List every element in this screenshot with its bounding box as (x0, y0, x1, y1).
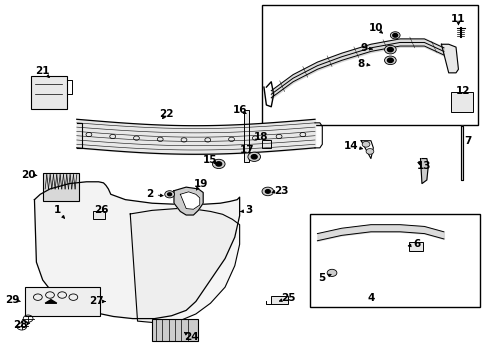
Text: 26: 26 (94, 205, 108, 215)
Text: 10: 10 (368, 23, 382, 33)
Polygon shape (45, 300, 57, 303)
Bar (271, 296, 287, 304)
Text: 28: 28 (14, 320, 28, 330)
Polygon shape (130, 208, 239, 323)
Text: 27: 27 (89, 296, 103, 306)
Text: 11: 11 (450, 14, 465, 24)
Text: 3: 3 (245, 205, 252, 215)
Bar (152, 319, 198, 341)
Circle shape (167, 193, 171, 196)
Text: 6: 6 (413, 239, 420, 249)
Text: 23: 23 (273, 186, 287, 196)
Text: 14: 14 (344, 141, 358, 151)
Text: 19: 19 (193, 179, 207, 189)
Text: 15: 15 (203, 156, 217, 165)
Circle shape (265, 190, 270, 193)
Circle shape (384, 45, 395, 54)
Bar (450, 93, 472, 112)
Text: 16: 16 (232, 105, 246, 115)
Circle shape (366, 149, 373, 154)
Circle shape (262, 187, 273, 196)
Bar (30, 76, 67, 109)
Bar (25, 287, 100, 316)
Text: 29: 29 (5, 295, 19, 305)
Bar (261, 140, 271, 148)
Text: 5: 5 (318, 273, 325, 283)
Circle shape (386, 58, 392, 63)
Bar (93, 211, 105, 219)
Text: 25: 25 (281, 293, 295, 303)
Circle shape (392, 33, 397, 37)
Circle shape (215, 162, 221, 166)
Bar (309, 214, 479, 307)
Polygon shape (34, 182, 239, 319)
Bar (243, 111, 249, 162)
Circle shape (389, 32, 399, 39)
Bar (42, 173, 79, 202)
Circle shape (164, 191, 174, 198)
Bar (408, 242, 423, 251)
Text: 4: 4 (366, 293, 374, 303)
Polygon shape (441, 44, 458, 73)
Text: 7: 7 (464, 136, 471, 146)
Circle shape (384, 56, 395, 64)
Circle shape (212, 159, 224, 168)
Circle shape (251, 155, 257, 159)
Text: 12: 12 (455, 86, 469, 96)
Text: 1: 1 (54, 205, 61, 215)
Circle shape (326, 269, 336, 276)
Circle shape (362, 141, 369, 147)
Circle shape (247, 152, 260, 161)
Text: 17: 17 (239, 145, 254, 155)
Polygon shape (180, 192, 200, 209)
Text: 18: 18 (254, 132, 268, 142)
Bar (261, 5, 477, 125)
Text: 20: 20 (21, 170, 35, 180)
Text: 8: 8 (357, 59, 364, 69)
Text: 9: 9 (359, 43, 366, 53)
Text: 21: 21 (36, 66, 50, 76)
Text: 22: 22 (159, 109, 174, 119)
Polygon shape (460, 126, 462, 180)
Polygon shape (174, 187, 203, 215)
Text: 24: 24 (183, 332, 198, 342)
Polygon shape (420, 158, 427, 184)
Circle shape (386, 48, 392, 52)
Text: 13: 13 (416, 161, 431, 171)
Text: 2: 2 (146, 189, 153, 199)
